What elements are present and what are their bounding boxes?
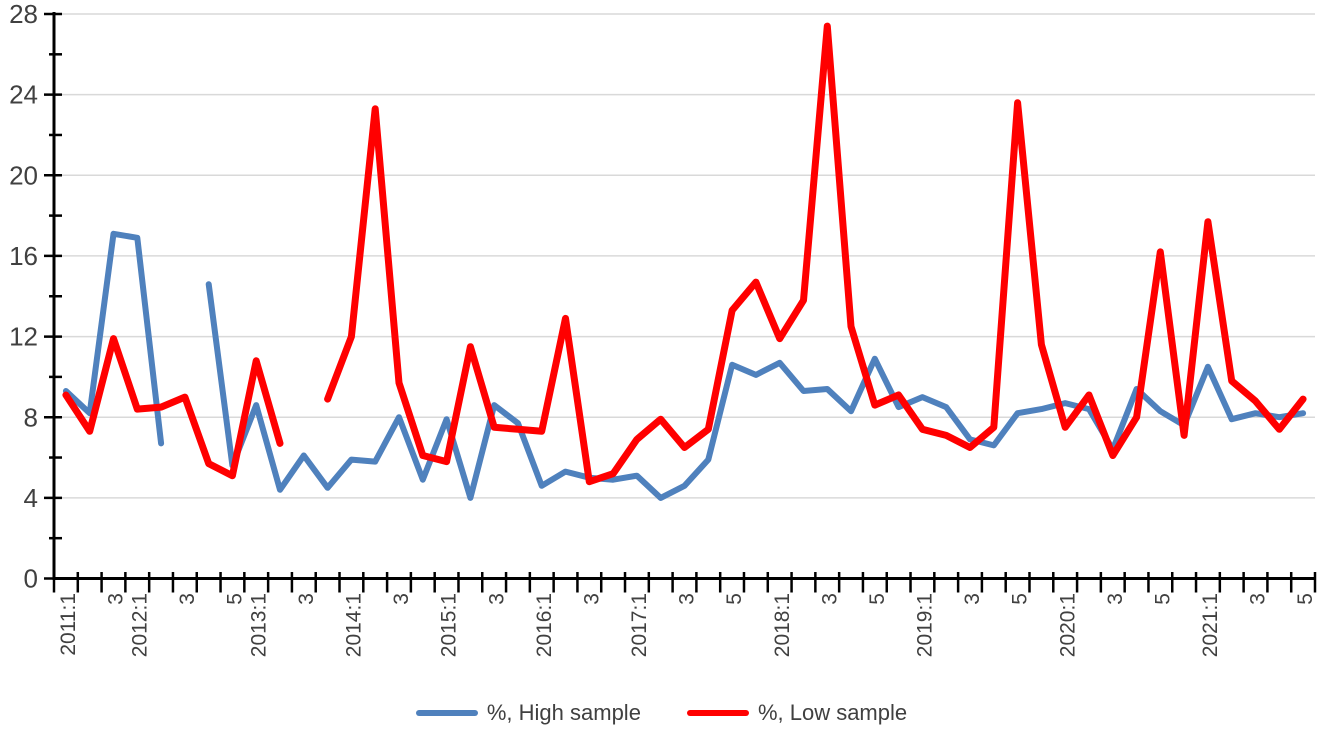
x-axis-label: 5 xyxy=(224,593,247,605)
y-axis-label: 12 xyxy=(9,322,38,352)
series-low-sample-line xyxy=(324,22,1307,486)
x-axis-label: 2021:1 xyxy=(1199,593,1222,657)
x-axis-label: 2014:1 xyxy=(343,593,366,657)
x-axis-label: 2011:1 xyxy=(57,593,80,656)
series-high-sample-line xyxy=(205,281,1307,501)
x-axis-label: 5 xyxy=(1009,593,1032,605)
x-axis-label: 2013:1 xyxy=(247,593,270,657)
x-axis-label: 2017:1 xyxy=(628,593,651,657)
legend-line-swatch-low-sample xyxy=(686,710,749,716)
y-axis-label: 16 xyxy=(9,241,38,271)
x-axis-label: 2019:1 xyxy=(914,593,937,657)
series-low-sample-line xyxy=(62,335,284,480)
legend-line-swatch-high-sample xyxy=(415,710,478,716)
x-axis-label: 5 xyxy=(866,593,889,605)
legend-item-low-sample: %, Low sample xyxy=(686,700,908,726)
x-axis-label: 3 xyxy=(961,593,984,605)
series-high-sample-line xyxy=(62,230,165,447)
chart-legend: %, High sample %, Low sample xyxy=(0,700,1323,726)
legend-label-low-sample: %, Low sample xyxy=(757,700,908,725)
x-axis-label: 2018:1 xyxy=(771,593,794,657)
x-axis-label: 3 xyxy=(1104,593,1127,605)
x-axis-label: 3 xyxy=(1247,593,1270,605)
x-axis-label: 2012:1 xyxy=(128,593,151,657)
x-axis-label: 3 xyxy=(580,593,603,605)
x-axis-label: 2020:1 xyxy=(1056,593,1079,657)
x-axis-label: 3 xyxy=(390,593,413,605)
x-axis-label: 3 xyxy=(105,593,128,605)
y-axis-label: 4 xyxy=(24,483,38,513)
x-axis-label: 3 xyxy=(295,593,318,605)
y-axis-label: 20 xyxy=(9,160,38,190)
legend-item-high-sample: %, High sample xyxy=(415,700,641,726)
y-axis-label: 8 xyxy=(24,402,38,432)
x-axis-label: 2016:1 xyxy=(533,593,556,657)
legend-label-high-sample: %, High sample xyxy=(486,700,641,725)
x-axis-label: 3 xyxy=(485,593,508,605)
x-axis-label: 5 xyxy=(723,593,746,605)
x-axis-label: 2015:1 xyxy=(438,593,461,657)
y-axis-label: 24 xyxy=(9,80,38,110)
x-axis-label: 3 xyxy=(176,593,199,605)
x-axis-label: 3 xyxy=(818,593,841,605)
y-axis-label: 28 xyxy=(9,0,38,29)
x-axis-label: 5 xyxy=(1151,593,1174,605)
x-axis-label: 3 xyxy=(676,593,699,605)
y-axis-label: 0 xyxy=(24,564,38,594)
x-axis-label: 5 xyxy=(1294,593,1317,605)
